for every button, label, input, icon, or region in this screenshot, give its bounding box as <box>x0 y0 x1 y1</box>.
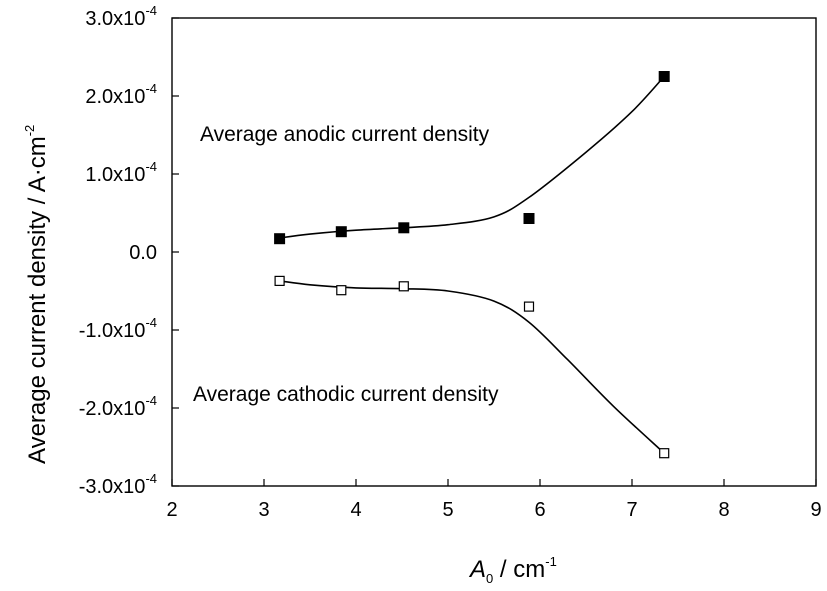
cathodic-fit-curve <box>279 280 665 454</box>
x-tick-label: 4 <box>350 499 361 521</box>
anodic-data-point <box>658 71 670 82</box>
x-tick-label: 8 <box>718 499 729 521</box>
cathodic-data-point <box>659 448 670 459</box>
cathodic-data-point <box>336 285 347 296</box>
x-tick-label: 9 <box>810 499 821 521</box>
data-markers <box>274 71 670 459</box>
y-axis-title: Average current density / A·cm-2 <box>22 125 51 464</box>
fit-curves <box>279 75 665 454</box>
x-axis-ticks: 2 3 4 5 6 7 8 9 <box>166 479 822 521</box>
y-axis-ticks: 3.0x10-4 2.0x10-4 1.0x10-4 0.0 -1.0x10-4 -2.0… <box>79 3 179 498</box>
cathodic-data-point <box>398 281 409 292</box>
y-tick-label: 2.0x10-4 <box>85 81 157 108</box>
anodic-data-point <box>398 222 410 234</box>
plot-area-frame <box>171 17 817 487</box>
anodic-data-point <box>335 226 347 238</box>
y-tick-label: -2.0x10-4 <box>79 393 157 420</box>
x-axis-title: A0 / cm-1 <box>468 554 557 586</box>
cathodic-data-point <box>274 275 285 286</box>
x-tick-label: 3 <box>258 499 269 521</box>
x-tick-label: 5 <box>442 499 453 521</box>
x-tick-label: 7 <box>626 499 637 521</box>
annotation-cathodic: Average cathodic current density <box>193 383 499 406</box>
y-axis-title-exponent: -2 <box>22 125 37 137</box>
x-axis-unit-exponent: -1 <box>545 554 557 569</box>
y-tick-label: -1.0x10-4 <box>79 315 157 342</box>
annotation-anodic: Average anodic current density <box>200 123 490 146</box>
y-tick-label: -3.0x10-4 <box>79 471 157 498</box>
x-tick-label: 6 <box>534 499 545 521</box>
x-axis-subscript: 0 <box>486 571 493 586</box>
x-tick-label: 2 <box>166 499 177 521</box>
anodic-data-point <box>523 213 535 224</box>
y-tick-label: 1.0x10-4 <box>85 159 157 186</box>
y-tick-label: 3.0x10-4 <box>85 3 157 30</box>
y-tick-label: 0.0 <box>129 242 157 264</box>
anodic-data-point <box>274 233 286 245</box>
x-axis-unit: / cm <box>493 556 545 583</box>
cathodic-data-point <box>523 301 535 312</box>
anodic-fit-curve <box>279 75 665 239</box>
y-axis-title-text: Average current density / A·cm <box>24 136 51 464</box>
x-axis-symbol: A <box>468 556 486 583</box>
